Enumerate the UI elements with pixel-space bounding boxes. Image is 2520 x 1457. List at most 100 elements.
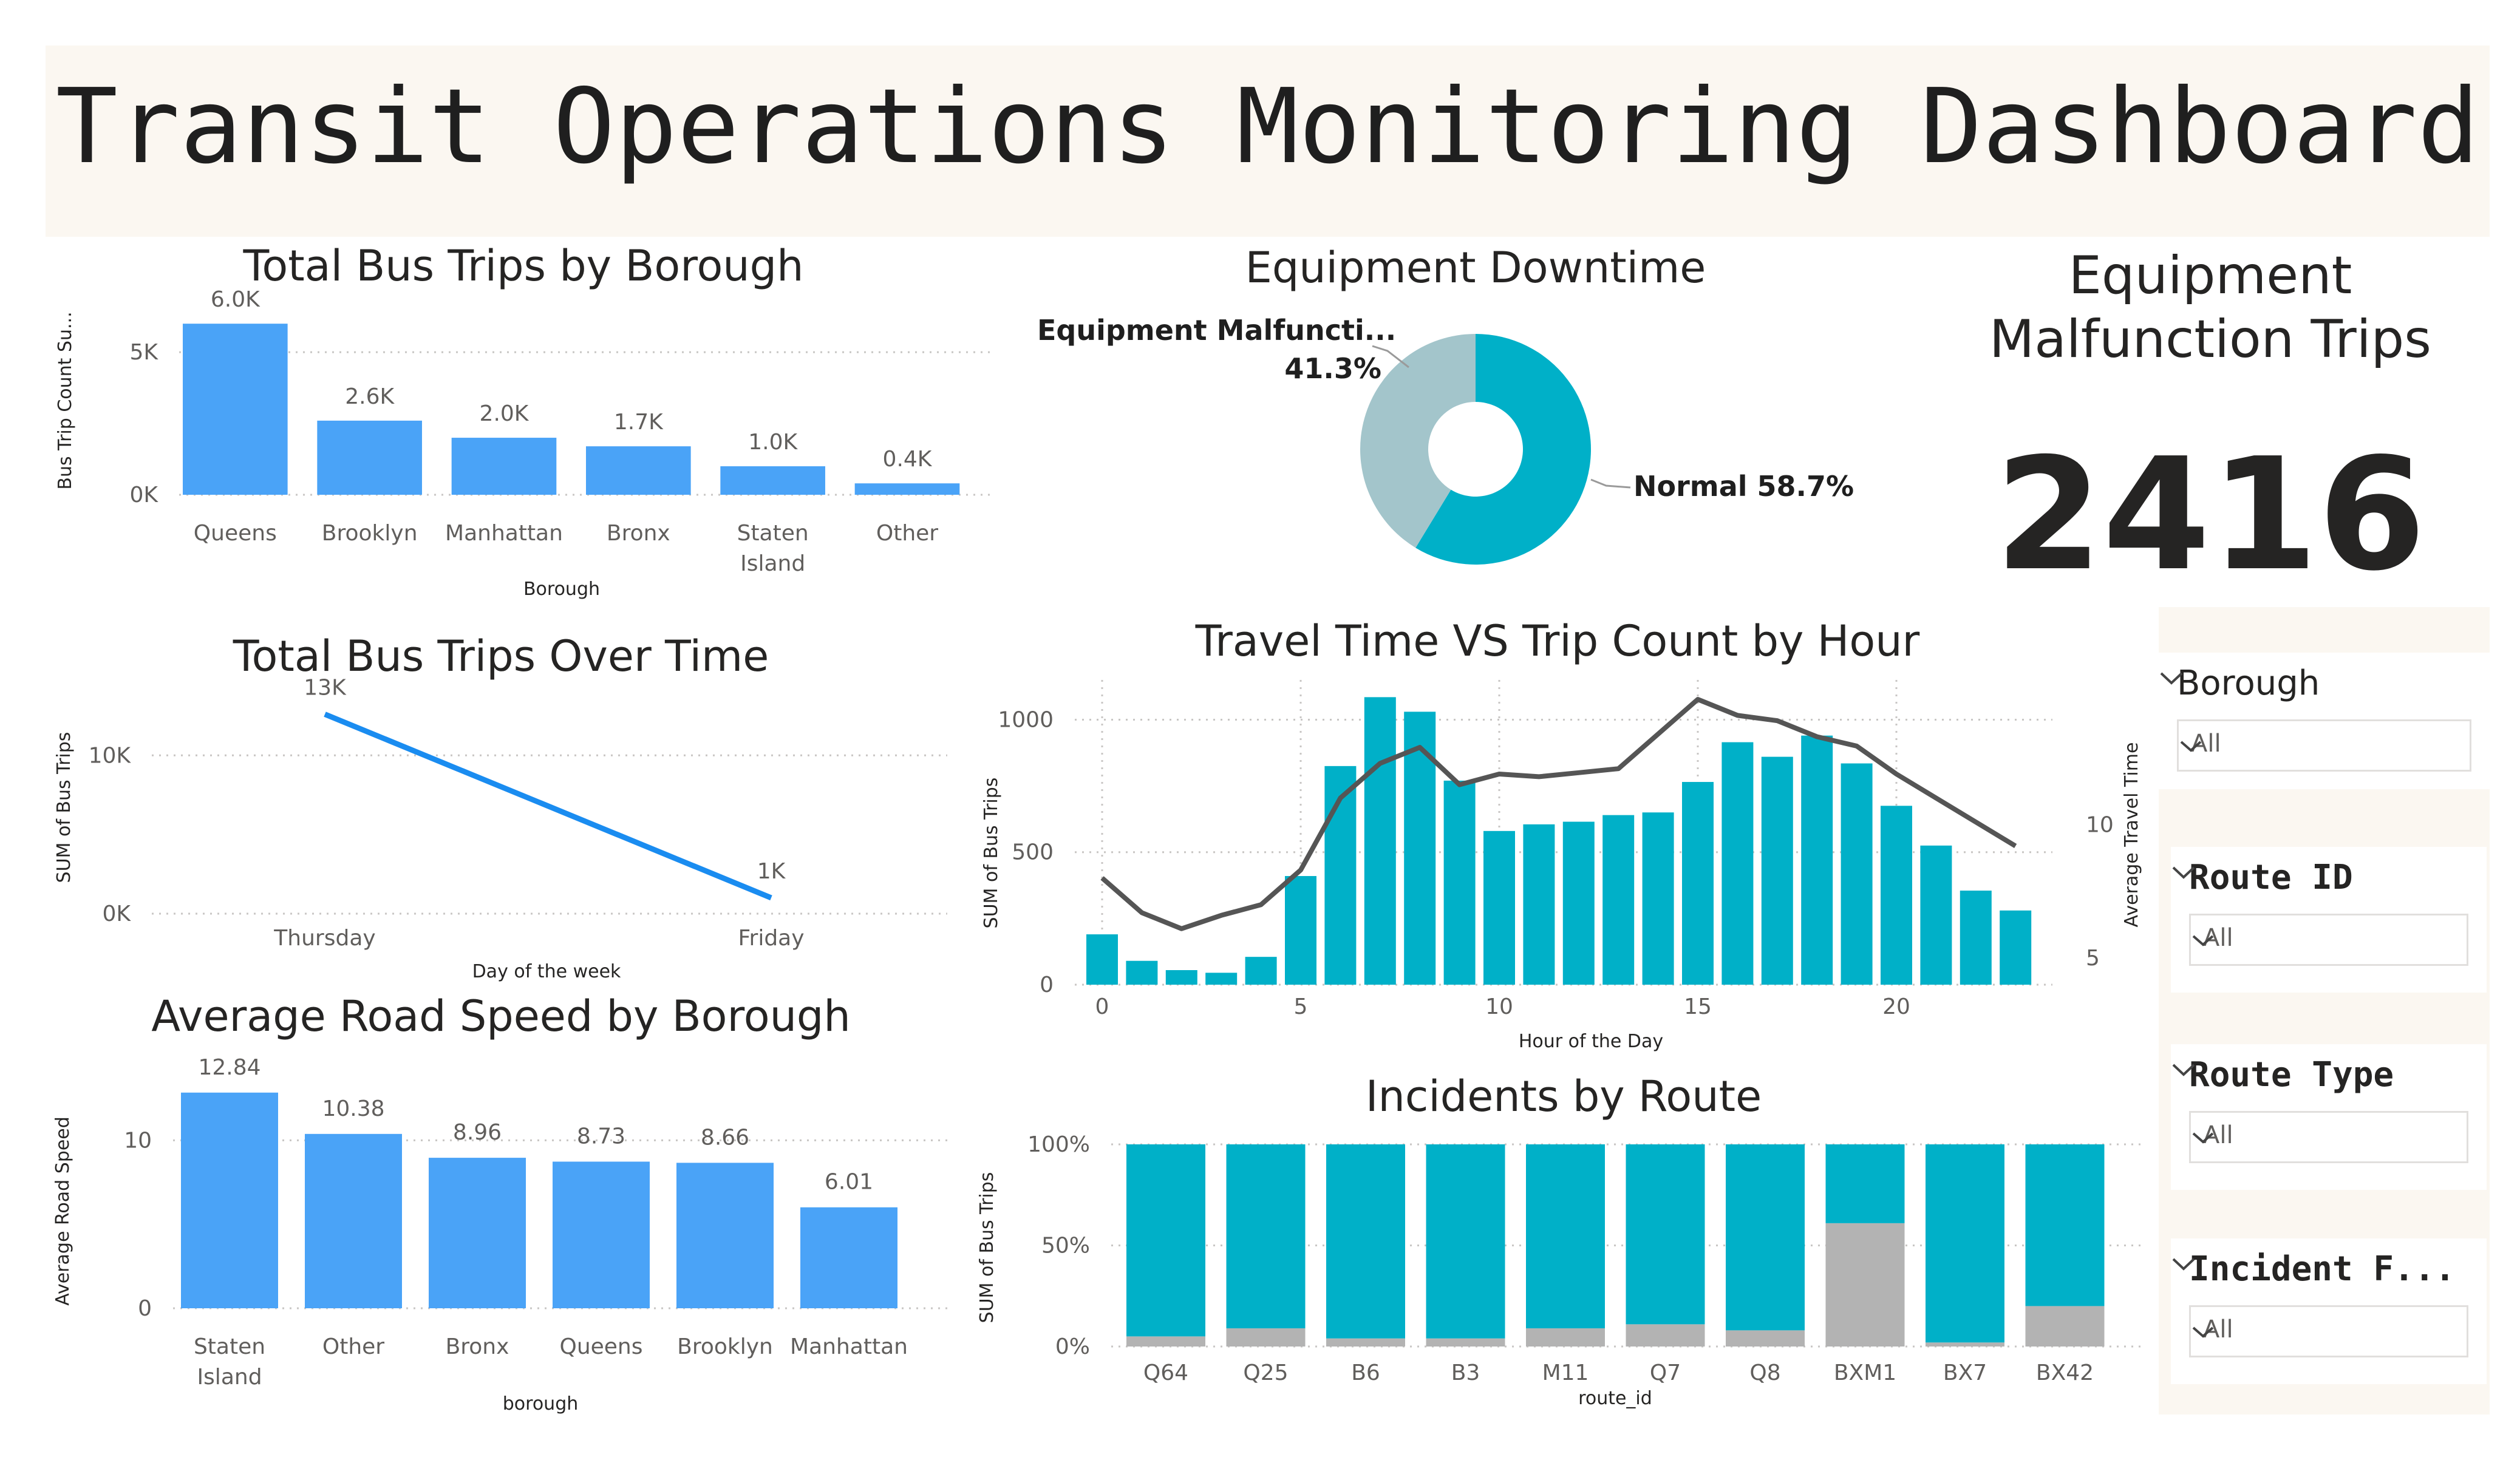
bar [183, 324, 288, 495]
y-tick-label: 50% [1041, 1234, 1090, 1258]
bar [1523, 824, 1555, 985]
y-tick-label: 10K [89, 743, 132, 768]
y2-tick-label: 5 [2086, 946, 2100, 971]
chart-title: Average Road Speed by Borough [151, 991, 850, 1041]
y2-axis-title: Average Travel Time [2121, 742, 2142, 928]
trips-by-borough-panel[interactable]: Total Bus Trips by Borough 0K 5K 6.0K Queens… [46, 241, 1002, 601]
x-axis-title: Hour of the Day [1519, 1031, 1663, 1052]
data-label: 2.0K [480, 401, 530, 426]
data-label: 10.38 [322, 1096, 384, 1121]
data-label: 1.0K [748, 430, 798, 455]
slicer-incident-flag-dropdown[interactable]: All [2189, 1305, 2468, 1357]
bar [1920, 845, 1952, 985]
x-tick-label: M11 [1542, 1360, 1589, 1385]
slicer-route-type[interactable]: Route Type All [2171, 1044, 2487, 1190]
chevron-down-icon[interactable] [2171, 1251, 2196, 1276]
x-tick-label: Thursday [273, 926, 375, 951]
bar [1642, 812, 1674, 985]
x-tick-label: B3 [1451, 1360, 1480, 1385]
y-tick-label: 0 [138, 1296, 152, 1321]
chart-title: Total Bus Trips by Borough [243, 241, 804, 291]
data-label: 8.96 [453, 1120, 502, 1145]
pie-slice-equipment-malfuncti- [1360, 334, 1476, 548]
slice-label-malfunction-name: Equipment Malfuncti... [1037, 314, 1396, 347]
x-tick-label: 10 [1485, 994, 1513, 1019]
bar-segment-gray [1526, 1328, 1605, 1347]
bar [800, 1207, 897, 1308]
data-label: 0.4K [883, 447, 933, 472]
travel-vs-trips-panel[interactable]: Travel Time VS Trip Count by Hour 0 500 100… [965, 613, 2153, 1056]
y-tick-label: 5K [129, 340, 158, 365]
x-tick-label: BX7 [1943, 1360, 1987, 1385]
bar [854, 483, 960, 495]
equipment-downtime-chart: Equipment Downtime Normal 58.7% Equipment … [1037, 243, 1854, 565]
x-tick-label: Brooklyn [677, 1334, 773, 1359]
slicer-incident-flag[interactable]: Incident F... All [2171, 1238, 2487, 1384]
y-axis-title: SUM of Bus Trips [976, 1172, 998, 1323]
bar-segment-gray [1626, 1324, 1705, 1347]
x-tick-label: Queens [194, 521, 277, 546]
x-tick-label: Bronx [446, 1334, 509, 1359]
slicer-borough-dropdown[interactable]: All [2177, 719, 2471, 772]
x-tick-label: 15 [1684, 994, 1712, 1019]
x-tick-label: Q25 [1243, 1360, 1288, 1385]
kpi-title-line2: Malfunction Trips [1989, 309, 2431, 370]
travel-vs-trips-chart: Travel Time VS Trip Count by Hour0500100… [981, 616, 2142, 1052]
bar [1801, 735, 1833, 985]
slicer-borough[interactable]: Borough All [2159, 653, 2490, 789]
x-axis-title: Day of the week [472, 961, 621, 982]
chevron-down-icon [2180, 741, 2202, 752]
bar-segment-gray [1926, 1342, 2004, 1347]
y-tick-label: 0% [1055, 1334, 1090, 1359]
bar-segment-gray [1226, 1328, 1306, 1347]
bar [429, 1158, 526, 1308]
y-axis-title: SUM of Bus Trips [981, 778, 1002, 929]
bar-segment-teal [1825, 1144, 1905, 1223]
bar [1245, 957, 1277, 985]
x-tick-label: Other [876, 521, 938, 546]
slicer-route-id-value: All [2203, 924, 2233, 952]
bar [1165, 970, 1197, 985]
y-axis-title: Bus Trip Count Su... [55, 311, 76, 489]
x-tick-label: BX42 [2036, 1360, 2094, 1385]
trips-over-time-chart: Total Bus Trips Over Time 0K 10K Thursday 13… [53, 631, 947, 982]
x-axis-title: Borough [523, 579, 600, 600]
bar [1285, 876, 1316, 985]
slicer-route-type-dropdown[interactable]: All [2189, 1111, 2468, 1163]
x-tick-label: Friday [738, 926, 804, 951]
incidents-by-route-panel[interactable]: Incidents by Route 0% 50% 100% Q64 Q25 B6 B3 M11… [965, 1065, 2153, 1415]
bar-segment-teal [1426, 1144, 1505, 1339]
y2-tick-label: 10 [2086, 812, 2114, 837]
bar [1721, 742, 1754, 985]
x-tick-label: Q7 [1650, 1360, 1681, 1385]
slice-label-normal: Normal 58.7% [1633, 470, 1854, 503]
bar [1483, 830, 1515, 985]
chevron-down-icon[interactable] [2171, 859, 2196, 885]
equipment-downtime-panel[interactable]: Equipment Downtime Normal 58.7% Equipment … [1017, 243, 1904, 601]
bar [1205, 973, 1238, 985]
bar-segment-gray [2025, 1306, 2105, 1347]
x-axis-title: route_id [1578, 1388, 1652, 1409]
chevron-down-icon[interactable] [2171, 1056, 2196, 1082]
bar [586, 446, 691, 495]
trips-over-time-panel[interactable]: Total Bus Trips Over Time 0K 10K Thursday 13… [46, 619, 956, 987]
slicer-incident-flag-value: All [2203, 1316, 2233, 1343]
bar [1562, 821, 1595, 985]
bar [676, 1163, 774, 1308]
x-axis-title: borough [503, 1393, 579, 1415]
data-label: 1.7K [614, 410, 664, 435]
kpi-value: 2416 [1995, 425, 2426, 605]
chevron-down-icon[interactable] [2159, 665, 2184, 690]
data-label: 6.01 [825, 1170, 873, 1195]
avg-speed-panel[interactable]: Average Road Speed by Borough 0 10 12.84 Sta… [46, 991, 956, 1415]
bar [1364, 697, 1396, 985]
avg-speed-chart: Average Road Speed by Borough 0 10 12.84 Sta… [52, 991, 947, 1415]
dashboard-header: Transit Operations Monitoring Dashboard [46, 46, 2490, 237]
slicer-route-id-dropdown[interactable]: All [2189, 914, 2468, 966]
slicer-route-id[interactable]: Route ID All [2171, 847, 2487, 993]
bar [305, 1133, 402, 1308]
bar [553, 1161, 650, 1308]
slicer-route-type-title: Route Type [2189, 1055, 2394, 1095]
bar [1960, 891, 1992, 985]
y-tick-label: 100% [1027, 1132, 1090, 1157]
